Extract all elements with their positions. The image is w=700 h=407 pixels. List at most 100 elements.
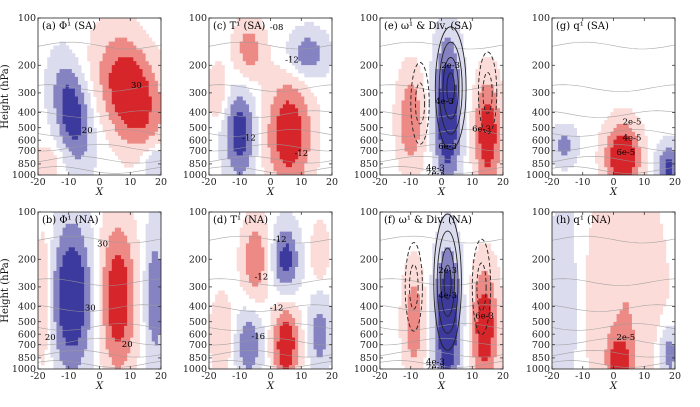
heat-cell: [103, 128, 106, 132]
heat-cell: [246, 163, 249, 167]
heat-cell: [271, 97, 274, 101]
heat-cell: [93, 77, 96, 81]
heat-cell: [408, 144, 411, 148]
contour-label: 6e-5: [616, 148, 635, 158]
heat-cell: [56, 302, 59, 306]
heat-cell: [127, 116, 130, 120]
heat-cell: [271, 136, 274, 140]
heat-cell: [307, 132, 310, 136]
heat-cell: [264, 167, 267, 171]
heat-cell: [109, 69, 112, 73]
heat-cell: [44, 294, 47, 298]
heat-cell: [100, 30, 103, 34]
heat-cell: [118, 93, 121, 97]
y-tick-label: 200: [189, 60, 207, 71]
heat-cell: [121, 251, 124, 255]
heat-cell: [310, 163, 313, 167]
heat-cell: [100, 22, 103, 26]
heat-cell: [224, 167, 227, 171]
heat-cell: [155, 53, 158, 57]
heat-cell: [405, 140, 408, 144]
heat-cell: [243, 108, 246, 112]
heat-cell: [448, 89, 451, 93]
heat-cell: [115, 279, 118, 283]
heat-cell: [84, 81, 87, 85]
heat-cell: [555, 124, 558, 128]
heat-cell: [448, 34, 451, 38]
heat-cell: [53, 228, 56, 232]
heat-cell: [326, 69, 329, 73]
heat-cell: [423, 93, 426, 97]
heat-cell: [472, 112, 475, 116]
heat-cell: [109, 18, 112, 22]
heat-cell: [488, 57, 491, 61]
heat-cell: [295, 89, 298, 93]
heat-cell: [497, 144, 500, 148]
heat-cell: [405, 89, 408, 93]
heat-cell: [601, 136, 604, 140]
heat-cell: [109, 100, 112, 104]
heat-cell: [488, 140, 491, 144]
heat-cell: [497, 124, 500, 128]
heat-cell: [133, 100, 136, 104]
heat-cell: [53, 45, 56, 49]
heat-cell: [69, 291, 72, 295]
heat-cell: [124, 361, 127, 365]
heat-cell: [472, 136, 475, 140]
heat-cell: [136, 112, 139, 116]
heat-cell: [87, 318, 90, 322]
heat-cell: [121, 361, 124, 365]
heat-cell: [638, 155, 641, 159]
heat-cell: [103, 93, 106, 97]
heat-cell: [53, 124, 56, 128]
heat-cell: [63, 65, 66, 69]
heat-cell: [72, 77, 75, 81]
heat-cell: [307, 22, 310, 26]
heat-cell: [601, 128, 604, 132]
heat-cell: [60, 243, 63, 247]
heat-cell: [604, 151, 607, 155]
heat-cell: [50, 259, 53, 263]
heat-cell: [60, 228, 63, 232]
heat-cell: [314, 163, 317, 167]
heat-cell: [435, 128, 438, 132]
heat-cell: [121, 334, 124, 338]
heat-cell: [555, 140, 558, 144]
heat-cell: [261, 163, 264, 167]
x-axis-label: X: [266, 187, 275, 198]
heat-cell: [149, 108, 152, 112]
heat-cell: [69, 298, 72, 302]
heat-cell: [72, 81, 75, 85]
heat-cell: [69, 89, 72, 93]
heat-cell: [103, 314, 106, 318]
heat-cell: [63, 73, 66, 77]
heat-cell: [604, 163, 607, 167]
heat-cell: [130, 144, 133, 148]
heat-cell: [106, 108, 109, 112]
heat-cell: [93, 53, 96, 57]
heat-cell: [629, 108, 632, 112]
heat-cell: [149, 57, 152, 61]
heat-cell: [124, 81, 127, 85]
heat-cell: [124, 159, 127, 163]
heat-cell: [494, 108, 497, 112]
heat-cell: [127, 243, 130, 247]
heat-cell: [317, 116, 320, 120]
heat-cell: [115, 97, 118, 101]
heat-cell: [100, 255, 103, 259]
heat-cell: [133, 220, 136, 224]
heat-cell: [53, 243, 56, 247]
heat-cell: [44, 345, 47, 349]
heat-cell: [152, 163, 155, 167]
y-tick-label: 200: [360, 60, 378, 71]
heat-cell: [234, 148, 237, 152]
heat-cell: [209, 69, 212, 73]
heat-cell: [87, 353, 90, 357]
heat-cell: [38, 345, 41, 349]
heat-cell: [237, 57, 240, 61]
heat-cell: [249, 116, 252, 120]
heat-cell: [103, 275, 106, 279]
heat-cell: [53, 93, 56, 97]
heat-cell: [264, 151, 267, 155]
